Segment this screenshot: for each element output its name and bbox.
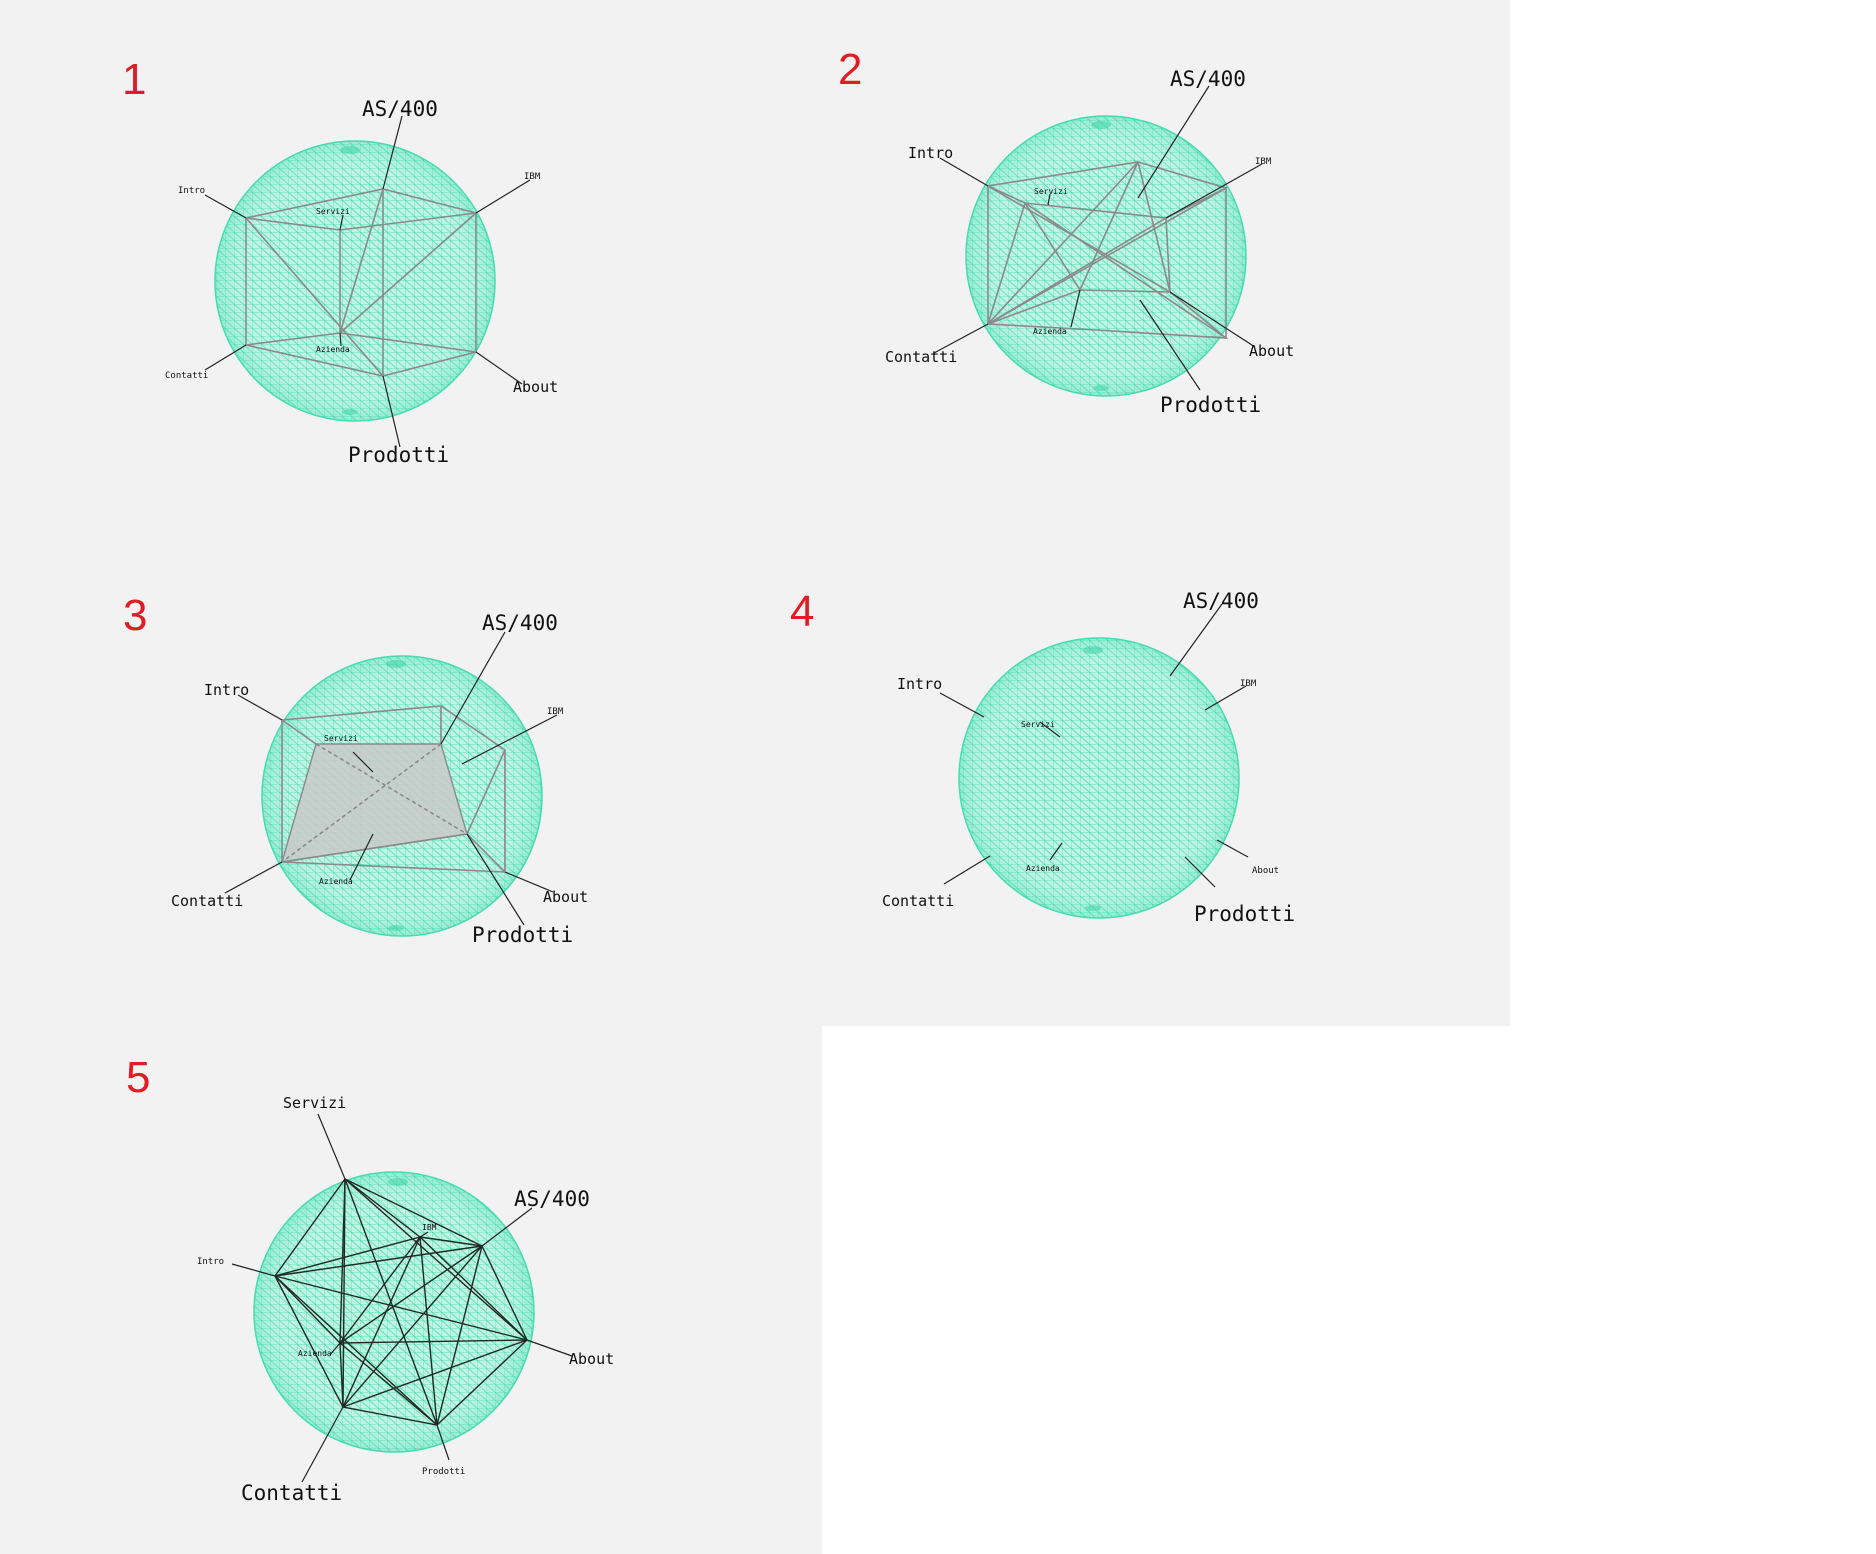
label-as400: AS/400 [482, 611, 558, 635]
label-as400: AS/400 [362, 97, 438, 121]
label-about: About [1249, 342, 1294, 360]
label-contatti: Contatti [882, 892, 954, 910]
label-as400: AS/400 [1170, 67, 1246, 91]
label-ibm: IBM [1255, 157, 1272, 167]
label-contatti: Contatti [165, 371, 208, 381]
panel-5: 5 [126, 1053, 614, 1505]
label-prodotti: Prodotti [1194, 902, 1295, 926]
label-about: About [543, 888, 588, 906]
label-azienda: Azienda [316, 345, 350, 354]
label-servizi: Servizi [324, 734, 358, 743]
graph-edges [274, 1178, 528, 1426]
label-about: About [1252, 866, 1279, 876]
panel-1: 1 AS/400 IBM Intro [122, 55, 558, 467]
graph-edges [245, 188, 477, 377]
label-intro: Intro [204, 681, 249, 699]
label-contatti: Contatti [241, 1481, 342, 1505]
label-contatti: Contatti [171, 892, 243, 910]
label-leaders [224, 631, 558, 926]
label-prodotti: Prodotti [472, 923, 573, 947]
label-servizi: Servizi [283, 1094, 346, 1112]
graph-edges [987, 161, 1229, 339]
label-leaders [933, 85, 1263, 391]
label-ibm: IBM [1240, 679, 1257, 689]
label-prodotti: Prodotti [422, 1467, 465, 1477]
panel-3: 3 AS/400 [123, 591, 588, 947]
panel-background-top [0, 0, 1510, 1026]
panel-number: 5 [126, 1053, 150, 1102]
label-prodotti: Prodotti [348, 443, 449, 467]
panel-4: 4 AS/400 IBM Intro Servizi Azienda Conta… [790, 587, 1295, 926]
graph-edges [281, 705, 507, 873]
label-contatti: Contatti [885, 348, 957, 366]
label-about: About [513, 378, 558, 396]
label-servizi: Servizi [1021, 720, 1055, 729]
label-intro: Intro [897, 675, 942, 693]
panel-2: 2 [838, 45, 1294, 417]
label-about: About [569, 1350, 614, 1368]
label-intro: Intro [197, 1257, 224, 1267]
label-prodotti: Prodotti [1160, 393, 1261, 417]
panel-number: 4 [790, 587, 814, 636]
label-azienda: Azienda [298, 1349, 332, 1358]
label-ibm: IBM [422, 1223, 437, 1232]
label-servizi: Servizi [1034, 187, 1068, 196]
label-azienda: Azienda [319, 877, 353, 886]
label-azienda: Azienda [1026, 864, 1060, 873]
label-azienda: Azienda [1033, 327, 1067, 336]
label-leaders [231, 1113, 573, 1483]
label-as400: AS/400 [514, 1187, 590, 1211]
label-ibm: IBM [524, 172, 541, 182]
label-leaders [939, 603, 1249, 888]
label-servizi: Servizi [316, 207, 350, 216]
wireframe-sphere [958, 637, 1240, 919]
label-ibm: IBM [547, 707, 564, 717]
panel-number: 1 [122, 55, 146, 104]
label-as400: AS/400 [1183, 589, 1259, 613]
panel-number: 3 [123, 591, 147, 640]
panel-number: 2 [838, 45, 862, 94]
label-leaders [204, 115, 531, 448]
label-intro: Intro [908, 144, 953, 162]
label-intro: Intro [178, 186, 205, 196]
